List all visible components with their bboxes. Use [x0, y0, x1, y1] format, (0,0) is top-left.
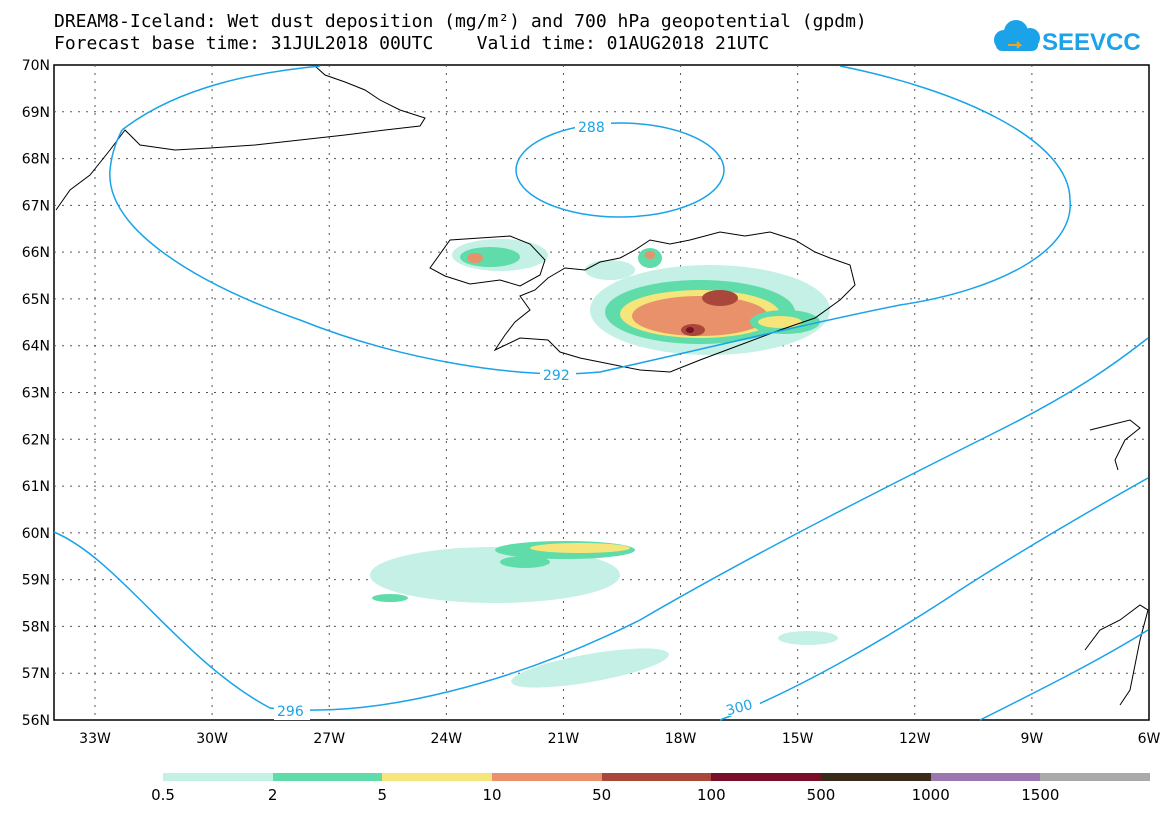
contour-label-288: 288 [578, 120, 605, 136]
lon-label: 30W [196, 731, 228, 747]
graticule [54, 65, 1149, 720]
lon-label: 6W [1138, 731, 1161, 747]
lat-label: 65N [22, 292, 50, 308]
forecast-times: Forecast base time: 31JUL2018 00UTC Vali… [54, 33, 770, 54]
legend-swatch [163, 773, 273, 781]
dust-field-westfjords [452, 239, 548, 271]
lat-label: 57N [22, 666, 50, 682]
lon-label: 27W [313, 731, 345, 747]
coastlines [55, 65, 1149, 706]
legend-label: 50 [592, 786, 612, 804]
lon-label: 9W [1021, 731, 1044, 747]
legend-swatch [711, 773, 822, 781]
latitude-labels: 70N 69N 68N 67N 66N 65N 64N 63N 62N 61N 60N 59N 58N 5… [22, 58, 50, 729]
lat-label: 60N [22, 526, 50, 542]
contour-288 [515, 122, 725, 218]
lat-label: 58N [22, 619, 50, 635]
legend-label: 2 [267, 786, 278, 804]
contour-292 [109, 65, 1071, 375]
greenland-coastline [55, 65, 426, 211]
legend-label: 1500 [1021, 786, 1060, 804]
legend-swatch [1040, 773, 1151, 781]
legend-swatch [821, 773, 931, 781]
lat-label: 56N [22, 713, 50, 729]
lon-label: 33W [79, 731, 111, 747]
dust-field-iceland-east [585, 248, 830, 355]
lat-label: 70N [22, 58, 50, 74]
legend-label: 1000 [911, 786, 950, 804]
lat-label: 69N [22, 105, 50, 121]
lat-label: 59N [22, 573, 50, 589]
legend-swatch [272, 773, 383, 781]
lon-label: 18W [665, 731, 697, 747]
legend-label: 10 [482, 786, 502, 804]
lat-label: 68N [22, 152, 50, 168]
lat-label: 62N [22, 432, 50, 448]
legend-label: 0.5 [151, 786, 175, 804]
lon-label: 24W [430, 731, 462, 747]
color-legend [163, 773, 1151, 781]
legend-swatch [930, 773, 1041, 781]
contour-label-292: 292 [543, 368, 570, 384]
lat-label: 64N [22, 339, 50, 355]
lat-label: 63N [22, 386, 50, 402]
legend-swatch [382, 773, 493, 781]
westfjords-coastline [429, 235, 546, 287]
contour-296 [53, 337, 1149, 711]
legend-label: 5 [377, 786, 388, 804]
contour-300-east [979, 629, 1149, 721]
legend-label: 500 [806, 786, 836, 804]
geopotential-contours [53, 65, 1149, 721]
contour-label-296: 296 [277, 704, 304, 720]
lat-label: 61N [22, 479, 50, 495]
map-frame [53, 64, 1150, 721]
legend-swatch [492, 773, 602, 781]
longitude-labels: 33W 30W 27W 24W 21W 18W 15W 12W 9W 6W [79, 731, 1160, 747]
lon-label: 12W [899, 731, 931, 747]
lon-label: 21W [548, 731, 580, 747]
cloud-icon [994, 20, 1040, 51]
faroe-coastline [1089, 419, 1141, 471]
map-title: DREAM8-Iceland: Wet dust deposition (mg/… [54, 11, 867, 32]
contour-300 [719, 477, 1149, 721]
dust-deposition-field [370, 239, 838, 688]
iceland-coastline [493, 231, 856, 373]
seevccc-logo: SEEVCCC [994, 20, 1140, 56]
lat-label: 66N [22, 245, 50, 261]
legend-swatch [601, 773, 712, 781]
contour-labels: 288 292 296 300 [274, 118, 760, 720]
contour-label-300: 300 [724, 697, 754, 719]
logo-text: SEEVCCC [1042, 29, 1140, 56]
lon-label: 15W [782, 731, 814, 747]
dust-field-ocean-south [370, 541, 838, 688]
scotland-coastline [1084, 604, 1149, 706]
lat-label: 67N [22, 198, 50, 214]
legend-label: 100 [697, 786, 726, 804]
